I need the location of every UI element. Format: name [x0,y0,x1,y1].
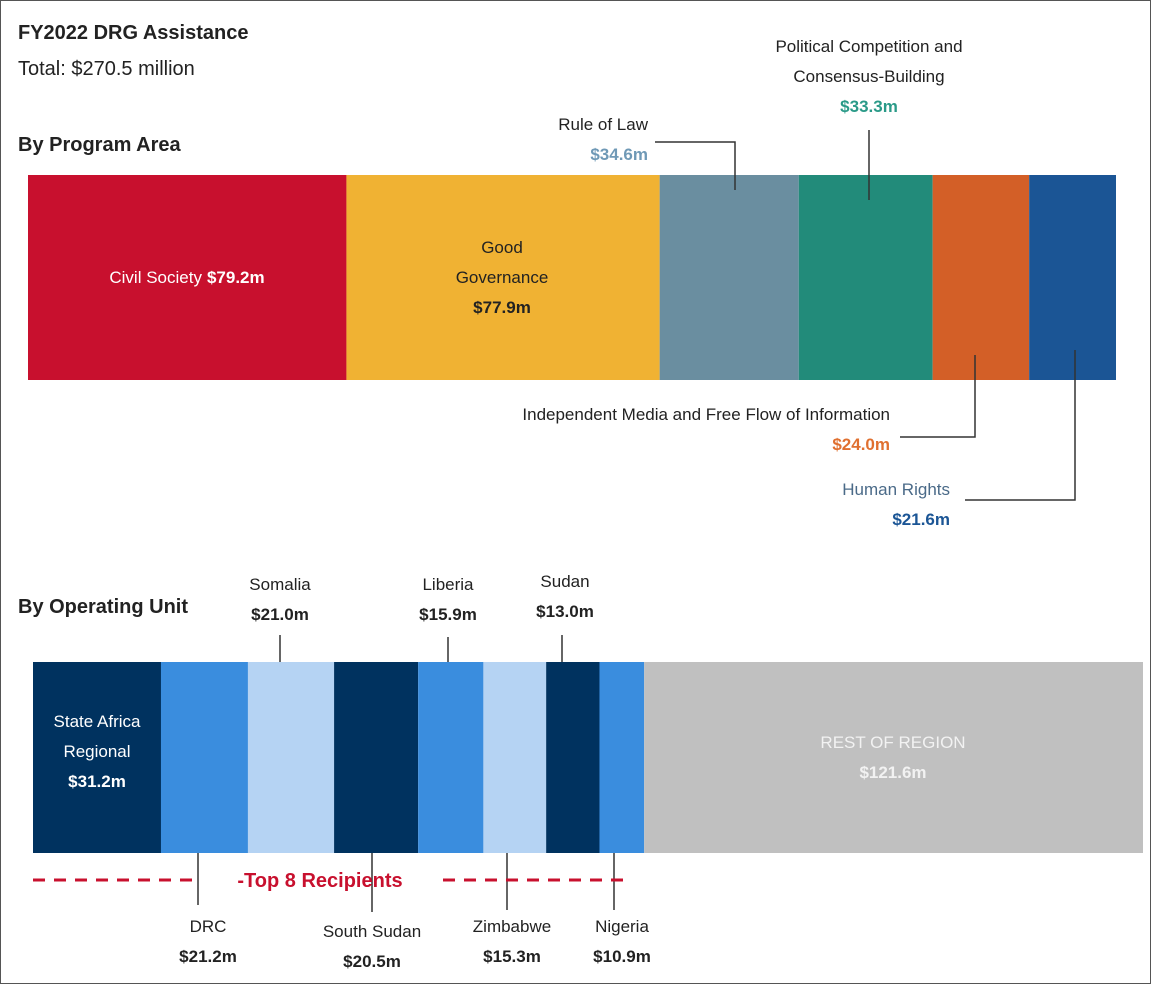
bar-segment [798,175,933,380]
segment-name: South Sudan [322,922,422,941]
segment-label: Good Governance $77.9m [447,233,557,323]
segment-label: Sudan $13.0m [505,567,625,627]
leader-line [965,350,1076,501]
segment-value: $77.9m [473,298,531,317]
segment-label: Political Competition and Consensus-Buil… [739,32,999,122]
segment-value: $15.3m [483,947,541,966]
segment-name: Somalia [249,575,311,594]
segment-value: $33.3m [840,97,898,116]
segment-name: Good Governance [455,238,549,287]
segment-value: $15.9m [419,605,477,624]
segment-name: REST OF REGION [820,733,966,752]
segment-label: Independent Media and Free Flow of Infor… [370,400,890,460]
segment-value: $21.6m [892,510,950,529]
segment-value: $21.2m [179,947,237,966]
segment-name: Civil Society [109,268,202,287]
segment-name: Independent Media and Free Flow of Infor… [522,405,890,424]
bar-segment [1029,175,1116,380]
bar-segment [33,662,161,853]
subtitle: Total: $270.5 million [18,58,195,80]
segment-label: Liberia $15.9m [388,570,508,630]
bar-segment [546,662,600,853]
bar-segment [599,662,645,853]
segment-name: DRC [189,917,227,936]
segment-label: Rule of Law $34.6m [448,110,648,170]
segment-value: $21.0m [251,605,309,624]
bar-segment [483,662,547,853]
segment-value: $24.0m [832,435,890,454]
section-title: By Operating Unit [18,596,189,618]
segment-value: $10.9m [593,947,651,966]
segment-name: State Africa Regional [53,712,141,761]
segment-value: $31.2m [68,772,126,791]
bar-segment [28,175,347,380]
bar-segment [932,175,1030,380]
bar-segment [334,662,419,853]
segment-label: South Sudan $20.5m [302,917,442,977]
section-title: By Program Area [18,134,181,156]
segment-name: Rule of Law [558,115,648,134]
segment-name: Political Competition and Consensus-Buil… [775,37,963,86]
bar-segment [247,662,335,853]
segment-value: $34.6m [590,145,648,164]
bar-segment [659,175,799,380]
segment-label: Somalia $21.0m [220,570,340,630]
segment-label: REST OF REGION $121.6m [743,728,1043,788]
bar-segment [644,662,1143,853]
segment-value: $79.2m [206,268,265,287]
segment-name: Liberia [422,575,474,594]
segment-label: State Africa Regional $31.2m [42,707,152,797]
bar-segment [160,662,248,853]
segment-label: DRC $21.2m [148,912,268,972]
leader-line [900,355,976,438]
segment-label: Zimbabwe $15.3m [452,912,572,972]
segment-value: $20.5m [343,952,401,971]
segment-value: $13.0m [536,602,594,621]
annotation: -Top 8 Recipients [237,870,402,892]
segment-name: Nigeria [595,917,649,936]
segment-name: Human Rights [842,480,950,499]
segment-name: Zimbabwe [472,917,552,936]
leader-line [655,141,736,190]
segment-label: Nigeria $10.9m [562,912,682,972]
segment-name: Sudan [540,572,590,591]
title: FY2022 DRG Assistance [18,22,249,44]
bar-segment [418,662,484,853]
segment-value: $121.6m [859,763,927,782]
bar-segment [346,175,660,380]
segment-label: Civil Society $79.2m [37,263,337,293]
segment-label: Human Rights $21.6m [750,475,950,535]
